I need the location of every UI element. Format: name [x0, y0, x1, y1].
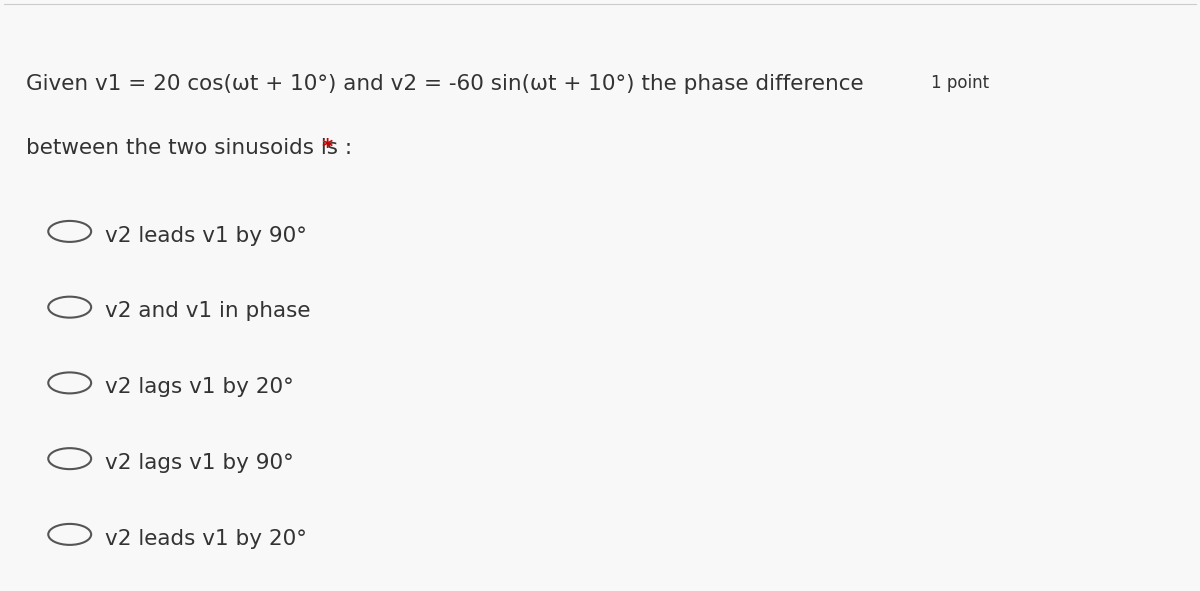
Text: 1 point: 1 point: [931, 74, 990, 92]
Text: between the two sinusoids is :: between the two sinusoids is :: [25, 138, 359, 158]
Text: Given v1 = 20 cos(ωt + 10°) and v2 = -60 sin(ωt + 10°) the phase difference: Given v1 = 20 cos(ωt + 10°) and v2 = -60…: [25, 74, 863, 94]
Text: v2 lags v1 by 20°: v2 lags v1 by 20°: [106, 377, 294, 397]
Text: *: *: [322, 138, 332, 158]
Text: v2 leads v1 by 90°: v2 leads v1 by 90°: [106, 226, 307, 246]
Text: v2 lags v1 by 90°: v2 lags v1 by 90°: [106, 453, 294, 473]
Text: v2 leads v1 by 20°: v2 leads v1 by 20°: [106, 528, 307, 548]
Text: v2 and v1 in phase: v2 and v1 in phase: [106, 301, 311, 322]
